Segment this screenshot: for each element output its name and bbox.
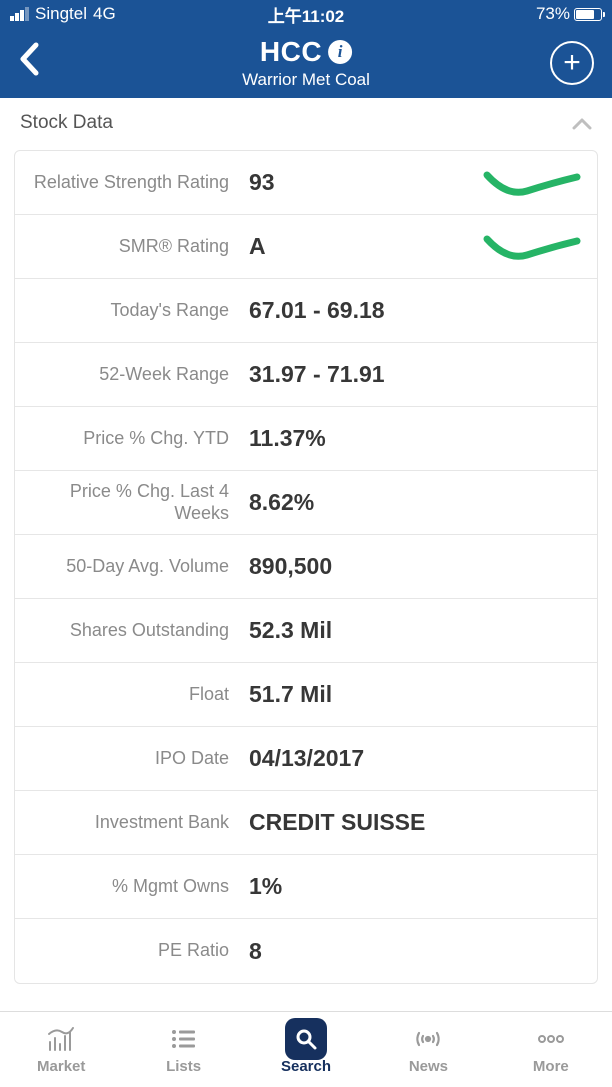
market-icon [46,1024,76,1054]
data-row: Price % Chg. Last 4 Weeks8.62% [15,471,597,535]
stock-data-card: Relative Strength Rating93SMR® RatingATo… [14,150,598,984]
row-label: IPO Date [15,748,247,770]
row-value: 31.97 - 71.91 [247,361,597,388]
row-label: 52-Week Range [15,364,247,386]
data-row: PE Ratio8 [15,919,597,983]
hand-mark-icon [477,227,597,267]
row-value: 8.62% [247,489,597,516]
back-button[interactable] [18,42,58,85]
tab-label: More [533,1058,569,1075]
row-label: PE Ratio [15,940,247,962]
network-label: 4G [93,4,116,24]
data-row: Price % Chg. YTD11.37% [15,407,597,471]
search-icon [285,1024,327,1054]
chevron-up-icon [572,110,592,136]
status-bar: Singtel 4G 上午11:02 73% [0,0,612,28]
row-label: SMR® Rating [15,236,247,258]
row-value: 11.37% [247,425,597,452]
row-value: 1% [247,873,597,900]
clock-label: 上午11:02 [207,2,404,27]
row-label: Investment Bank [15,812,247,834]
tab-bar: Market Lists Search News More [0,1011,612,1087]
section-title: Stock Data [20,112,113,134]
section-header[interactable]: Stock Data [0,98,612,142]
data-row: IPO Date04/13/2017 [15,727,597,791]
more-icon [536,1024,566,1054]
data-row: SMR® RatingA [15,215,597,279]
tab-label: Market [37,1058,85,1075]
data-row: 52-Week Range31.97 - 71.91 [15,343,597,407]
tab-more[interactable]: More [490,1012,612,1087]
data-row: Today's Range67.01 - 69.18 [15,279,597,343]
nav-bar: HCC i Warrior Met Coal + [0,28,612,98]
signal-icon [10,7,29,21]
row-value: 8 [247,938,597,965]
battery-icon [574,8,602,21]
info-icon[interactable]: i [328,40,352,64]
row-value: A [247,233,477,260]
battery-pct-label: 73% [536,4,570,24]
add-button[interactable]: + [550,41,594,85]
tab-label: Search [281,1058,331,1075]
carrier-label: Singtel [35,4,87,24]
lists-icon [170,1024,198,1054]
row-label: Price % Chg. YTD [15,428,247,450]
ticker-label: HCC [260,36,322,68]
row-label: 50-Day Avg. Volume [15,556,247,578]
tab-news[interactable]: News [367,1012,489,1087]
tab-market[interactable]: Market [0,1012,122,1087]
data-row: % Mgmt Owns1% [15,855,597,919]
tab-lists[interactable]: Lists [122,1012,244,1087]
company-name-label: Warrior Met Coal [242,70,370,90]
row-label: Float [15,684,247,706]
row-value: 04/13/2017 [247,745,597,772]
row-label: Today's Range [15,300,247,322]
row-value: 890,500 [247,553,597,580]
row-label: Relative Strength Rating [15,172,247,194]
row-value: 52.3 Mil [247,617,597,644]
data-row: Relative Strength Rating93 [15,151,597,215]
news-icon [413,1024,443,1054]
row-value: 51.7 Mil [247,681,597,708]
data-row: Shares Outstanding52.3 Mil [15,599,597,663]
row-value: 93 [247,169,477,196]
row-label: Shares Outstanding [15,620,247,642]
data-row: 50-Day Avg. Volume890,500 [15,535,597,599]
data-row: Investment BankCREDIT SUISSE [15,791,597,855]
tab-label: Lists [166,1058,201,1075]
data-row: Float51.7 Mil [15,663,597,727]
row-label: Price % Chg. Last 4 Weeks [15,481,247,524]
row-value: CREDIT SUISSE [247,809,597,836]
hand-mark-icon [477,163,597,203]
tab-label: News [409,1058,448,1075]
row-label: % Mgmt Owns [15,876,247,898]
tab-search[interactable]: Search [245,1012,367,1087]
row-value: 67.01 - 69.18 [247,297,597,324]
